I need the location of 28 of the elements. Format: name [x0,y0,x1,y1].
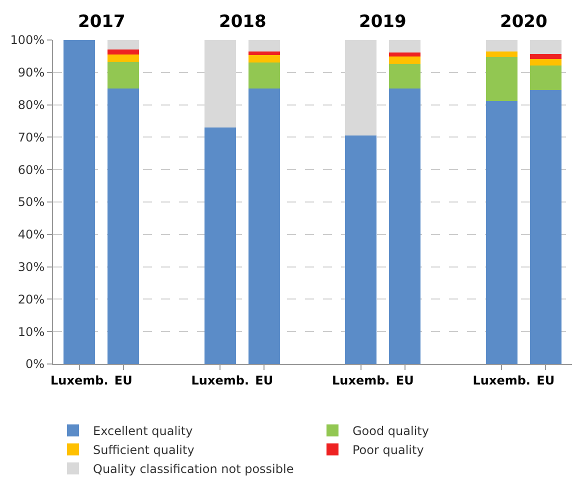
x-tick-label: Luxemb. [50,373,108,388]
legend-label: Poor quality [352,443,424,458]
x-tick-label: Luxemb. [332,373,390,388]
y-tick-label: 70% [18,130,45,144]
y-tick-label: 100% [10,33,45,48]
legend-label: Excellent quality [93,424,193,438]
x-tick-label: Luxemb. [472,373,530,388]
y-tick-label: 90% [18,66,45,80]
y-tick-label: 60% [18,162,45,177]
y-tick-label: 80% [18,98,45,112]
y-tick-label: 50% [18,195,45,210]
legend-label: Good quality [352,424,429,438]
x-tick-label: EU [255,373,274,388]
x-tick-label: Luxemb. [191,373,250,388]
x-tick-label: EU [396,373,414,388]
text: 2020 [500,12,548,32]
y-tick-label: 40% [18,228,45,242]
text: 2019 [359,12,406,32]
legend-label: Quality classification not possible [93,462,294,476]
x-tick-label: EU [114,373,132,388]
text: 2017 [78,12,126,32]
y-tick-label: 30% [18,260,45,274]
y-tick-label: 20% [18,292,45,306]
y-tick-label: 10% [18,324,45,339]
x-tick-label: EU [536,373,555,388]
text: 2018 [219,12,266,32]
y-tick-label: 0% [26,357,45,372]
legend-label: Sufficient quality [93,443,194,458]
